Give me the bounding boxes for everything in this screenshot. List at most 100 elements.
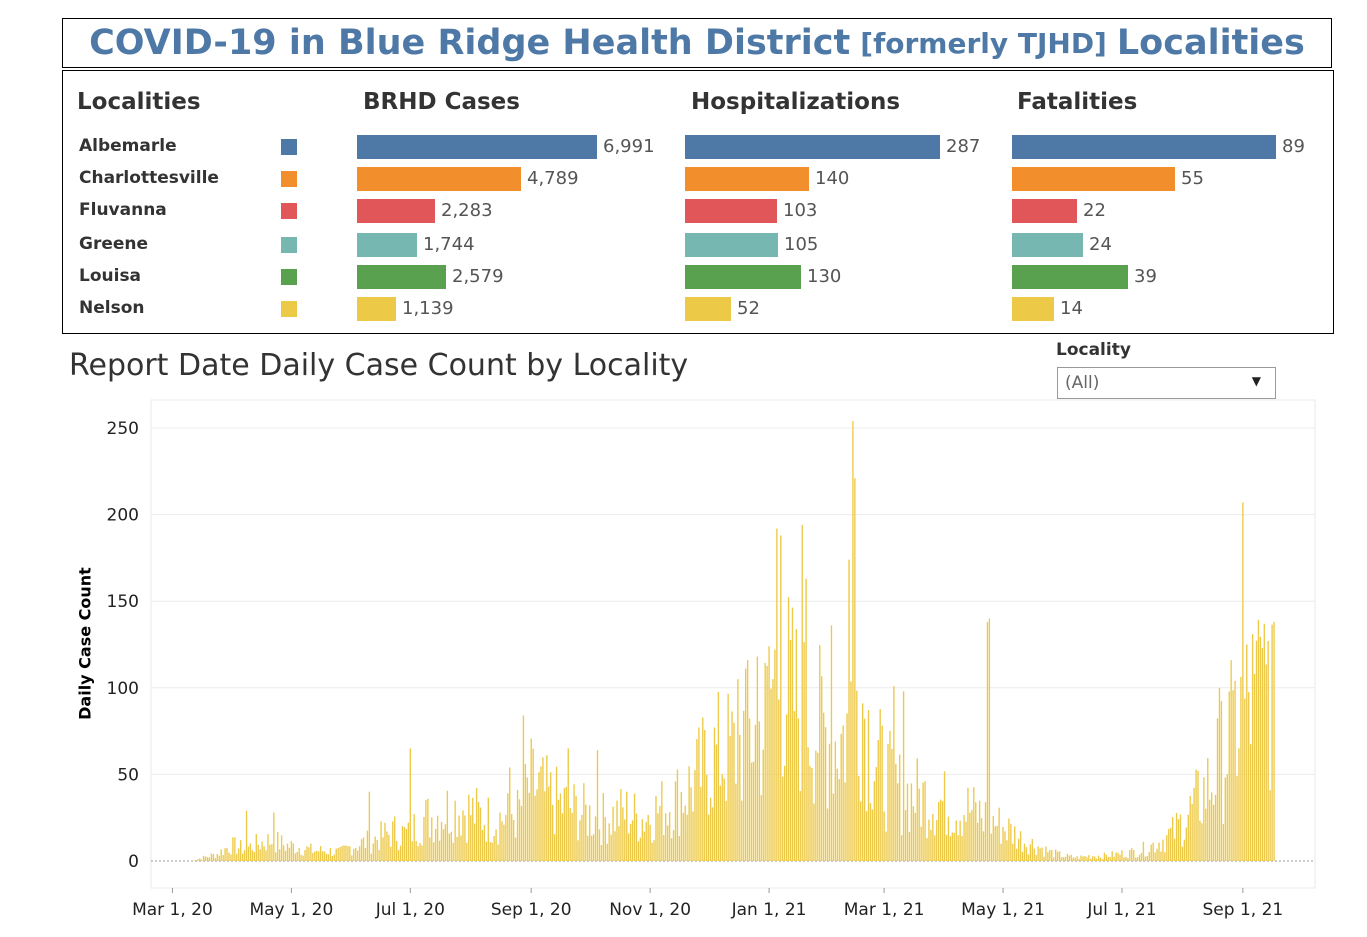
cases-bar[interactable] [357, 233, 417, 257]
daily-bar [665, 813, 667, 861]
daily-bar [606, 843, 608, 861]
daily-bar [475, 788, 478, 861]
daily-bar [643, 831, 645, 861]
hosp-value: 130 [807, 266, 842, 287]
fatal-bar[interactable] [1012, 135, 1276, 159]
daily-bar [255, 833, 257, 861]
daily-bar [1246, 644, 1248, 861]
daily-bar [998, 807, 1000, 861]
daily-bar [551, 804, 554, 861]
daily-bar [735, 783, 737, 861]
daily-bar [967, 787, 969, 861]
daily-bar [988, 618, 991, 861]
locality-name: Greene [79, 234, 149, 254]
daily-bar [850, 681, 852, 861]
fatal-value: 55 [1181, 168, 1204, 189]
daily-bar [355, 847, 357, 861]
daily-bar [647, 814, 649, 861]
daily-bar [1267, 641, 1269, 861]
daily-bar [573, 784, 575, 861]
daily-bar [904, 809, 907, 861]
daily-bar [1158, 842, 1160, 861]
cases-bar[interactable] [357, 199, 435, 223]
cases-bar[interactable] [357, 135, 597, 159]
daily-bar [1265, 664, 1267, 861]
daily-bar [226, 848, 228, 861]
daily-bar [546, 755, 548, 861]
locality-filter-dropdown[interactable]: (All) ▼ [1057, 367, 1276, 399]
locality-filter-label: Locality [1056, 340, 1131, 360]
daily-bar [409, 748, 411, 861]
daily-bar [257, 844, 259, 861]
daily-bar [555, 766, 558, 861]
fatal-bar[interactable] [1012, 233, 1083, 257]
cases-value: 2,579 [452, 266, 504, 287]
daily-bar [1053, 857, 1055, 861]
daily-bar [1076, 856, 1078, 861]
daily-bar [312, 852, 314, 861]
daily-bar [1162, 839, 1164, 861]
fatal-bar[interactable] [1012, 297, 1054, 321]
daily-bar [893, 686, 895, 861]
fatal-bar[interactable] [1012, 265, 1128, 289]
daily-bar [232, 837, 234, 861]
daily-bar [206, 857, 209, 861]
cases-bar[interactable] [357, 167, 521, 191]
daily-bar [403, 827, 406, 861]
daily-bar [325, 853, 328, 861]
daily-bar [434, 828, 437, 861]
daily-bar [1154, 852, 1156, 861]
daily-bar [680, 792, 683, 861]
daily-bar [1019, 831, 1022, 861]
y-tick-label: 250 [107, 419, 139, 439]
daily-bar [528, 792, 530, 861]
hosp-bar[interactable] [685, 265, 801, 289]
daily-bar [343, 845, 345, 861]
daily-bar [1203, 777, 1205, 861]
cases-bar[interactable] [357, 265, 446, 289]
daily-bar [848, 559, 850, 861]
daily-bar [1226, 774, 1228, 861]
daily-bar [1072, 857, 1074, 861]
daily-bar [372, 843, 374, 861]
daily-bar [487, 797, 489, 861]
daily-bar [1257, 619, 1260, 861]
daily-bar [604, 817, 606, 861]
daily-bar [657, 813, 659, 861]
daily-bar [1150, 844, 1152, 861]
daily-bar [1058, 851, 1061, 861]
daily-bar [596, 750, 599, 861]
daily-bar [1006, 840, 1008, 861]
daily-bar [411, 841, 413, 861]
locality-filter-value: (All) [1065, 373, 1100, 393]
daily-bar [1216, 718, 1219, 861]
fatal-bar[interactable] [1012, 167, 1175, 191]
hosp-bar[interactable] [685, 297, 731, 321]
daily-bar [1123, 857, 1125, 861]
daily-bar [1017, 838, 1020, 861]
hosp-bar[interactable] [685, 199, 777, 223]
daily-bar [310, 843, 312, 861]
daily-bar [438, 840, 441, 861]
daily-bar [306, 846, 308, 861]
locality-color-swatch [281, 139, 297, 155]
cases-bar[interactable] [357, 297, 396, 321]
chevron-down-icon[interactable]: ▼ [1251, 374, 1261, 388]
daily-bar [585, 804, 587, 861]
hosp-bar[interactable] [685, 135, 940, 159]
fatal-value: 14 [1060, 298, 1083, 319]
daily-bar [649, 824, 651, 861]
daily-bar [360, 839, 363, 861]
daily-bar [419, 843, 421, 861]
daily-bar [1103, 852, 1106, 861]
hosp-bar[interactable] [685, 233, 778, 257]
daily-bar [1105, 854, 1108, 861]
fatal-bar[interactable] [1012, 199, 1077, 223]
daily-bar [822, 712, 825, 861]
daily-bar [844, 782, 846, 861]
daily-bar [1148, 851, 1150, 861]
daily-bar [744, 668, 747, 861]
hosp-bar[interactable] [685, 167, 809, 191]
daily-bar [1173, 838, 1176, 861]
daily-bar [889, 730, 891, 861]
